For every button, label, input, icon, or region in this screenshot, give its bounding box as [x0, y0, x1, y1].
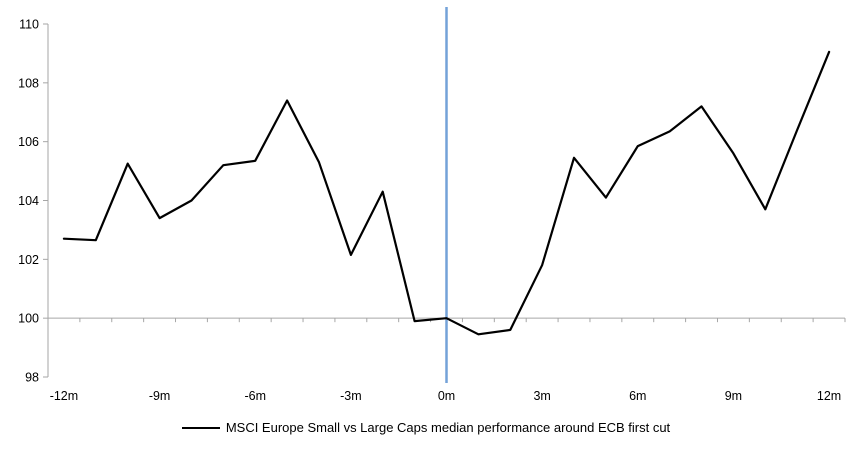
x-tick-label: 9m: [725, 389, 742, 403]
legend-label: MSCI Europe Small vs Large Caps median p…: [225, 420, 671, 435]
y-tick-label: 98: [25, 371, 39, 385]
x-tick-label: 0m: [438, 389, 455, 403]
x-tick-label: -12m: [50, 389, 78, 403]
y-tick-label: 108: [18, 76, 39, 90]
y-axis-labels: 98 100 102 104 106 108 110: [18, 18, 39, 385]
y-tick-label: 104: [18, 194, 39, 208]
y-tick-label: 106: [18, 135, 39, 149]
y-tick-label: 110: [19, 18, 39, 32]
x-tick-label: 3m: [533, 389, 550, 403]
x-tick-label: 6m: [629, 389, 646, 403]
y-axis: [43, 23, 49, 378]
x-axis-labels: -12m -9m -6m -3m 0m 3m 6m 9m 12m: [50, 389, 842, 403]
x-tick-label: -9m: [149, 389, 171, 403]
y-tick-label: 100: [18, 312, 39, 326]
x-tick-label: -3m: [340, 389, 362, 403]
x-tick-label: -6m: [244, 389, 266, 403]
x-tick-label: 12m: [817, 389, 841, 403]
y-tick-label: 102: [18, 253, 39, 267]
chart-legend: MSCI Europe Small vs Large Caps median p…: [0, 420, 852, 435]
legend-line-sample: [181, 426, 220, 429]
series-line-msci-small-vs-large: [62, 50, 831, 336]
